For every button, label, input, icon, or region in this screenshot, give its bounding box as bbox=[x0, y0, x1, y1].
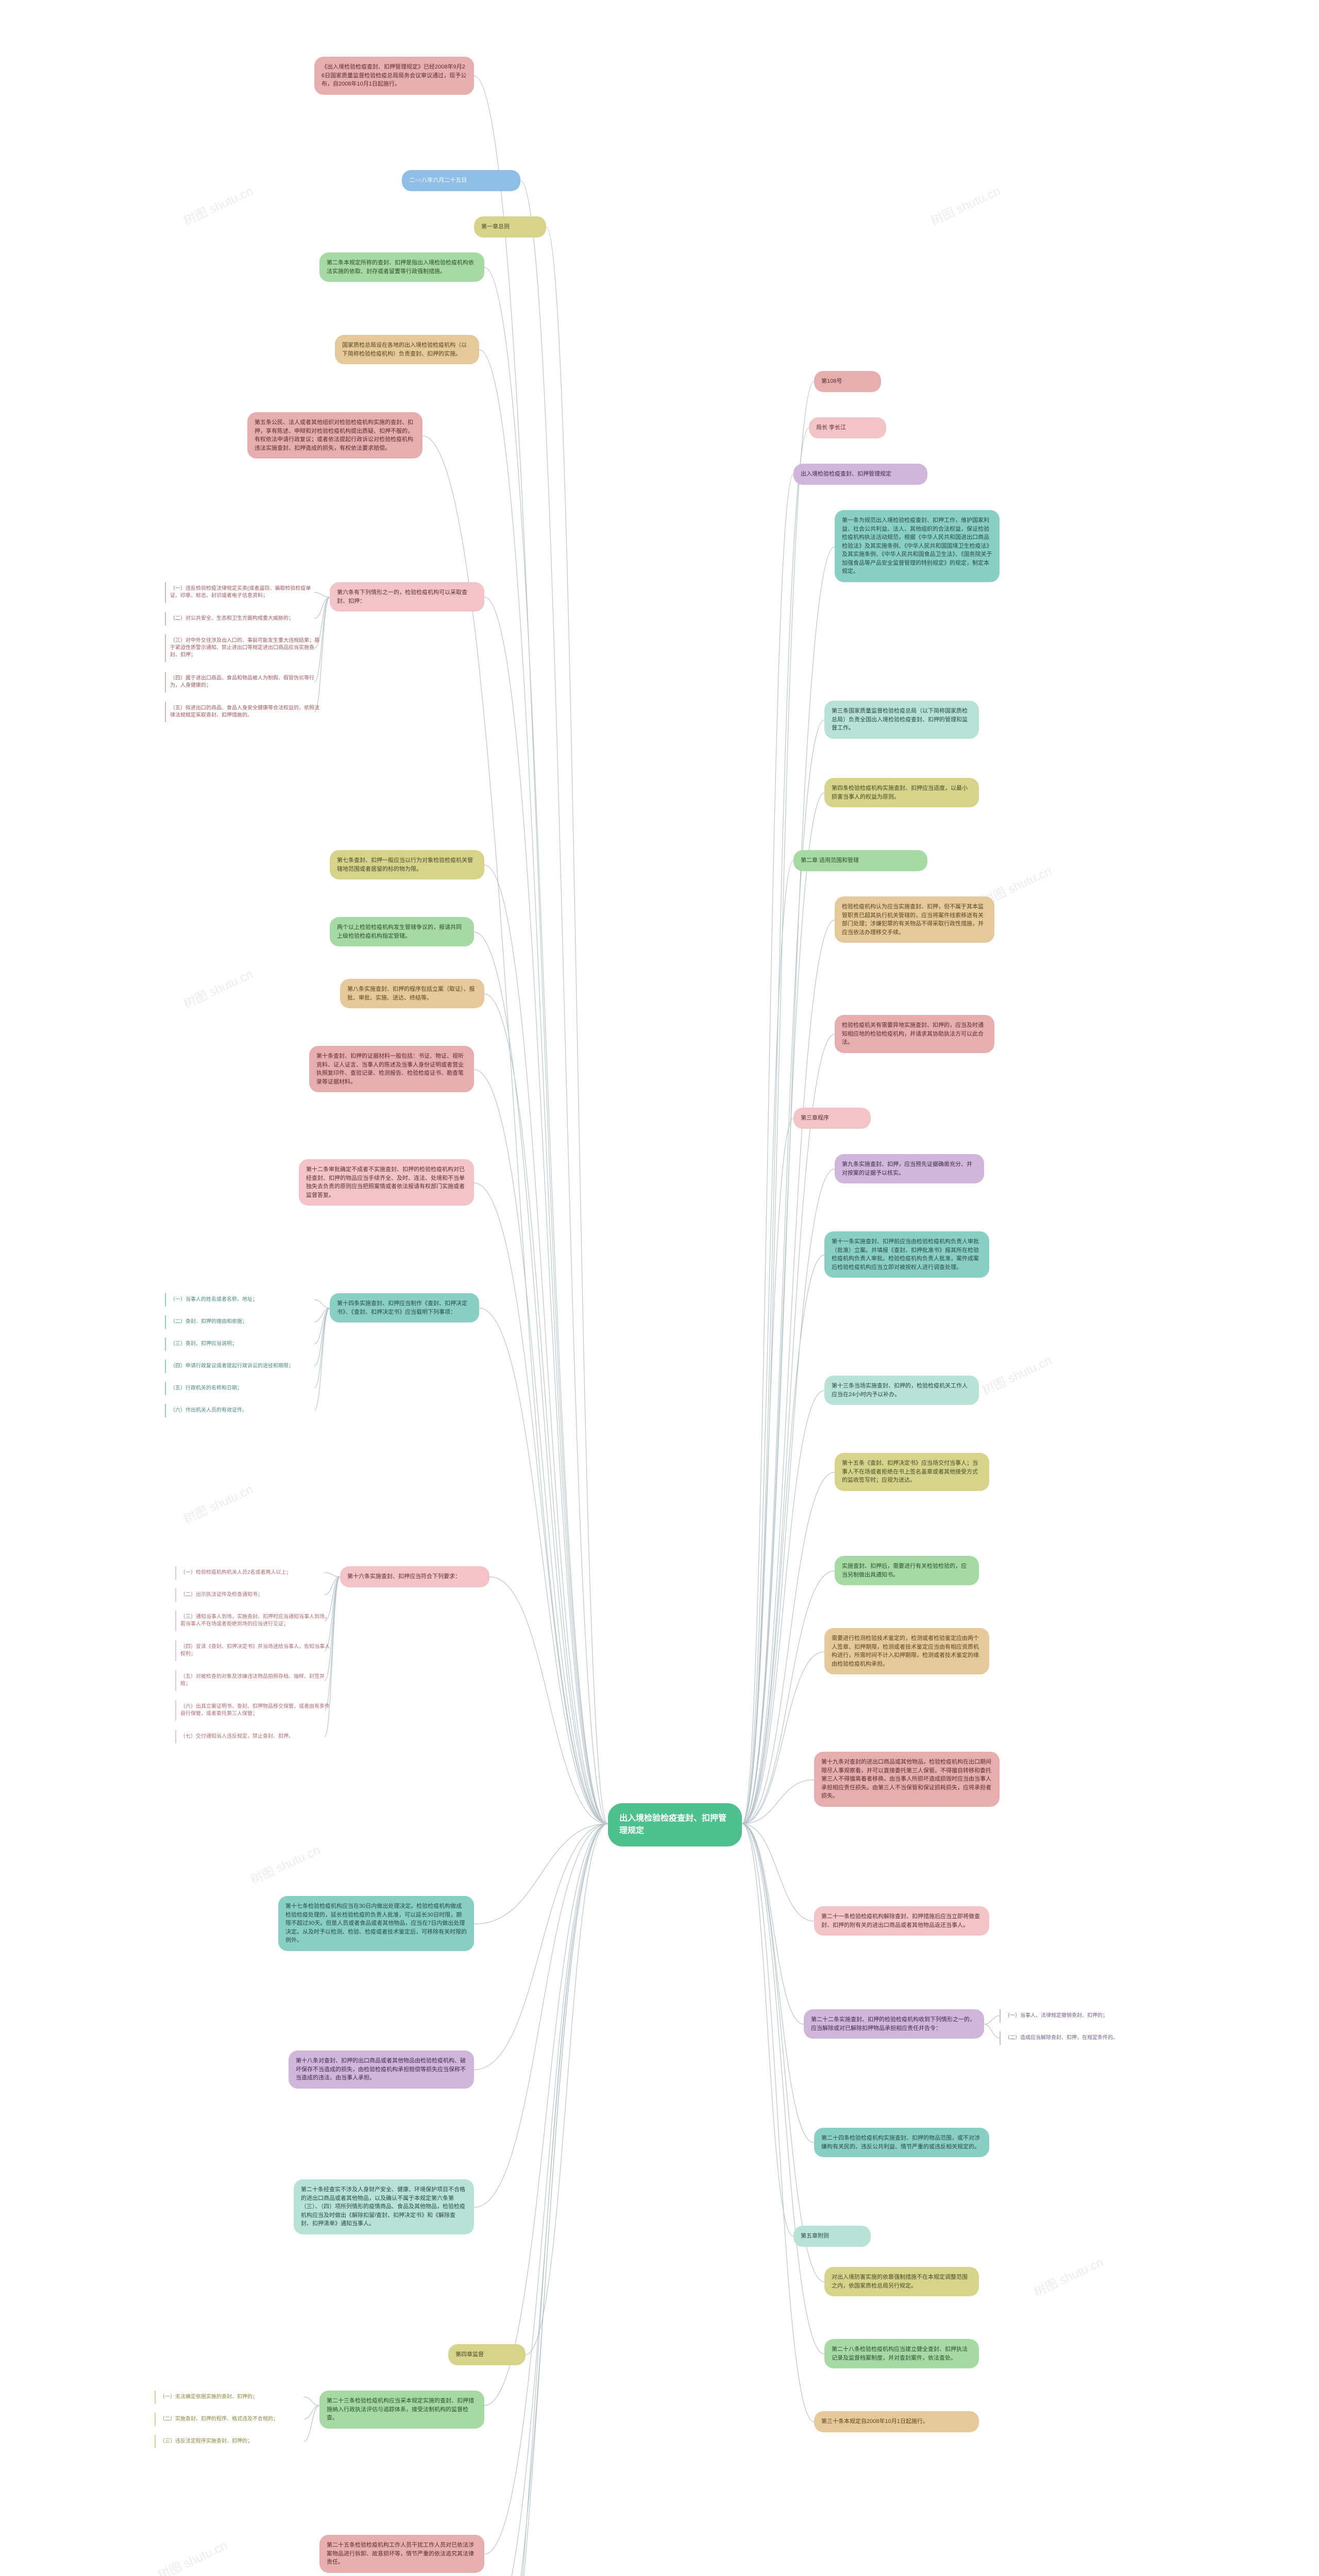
branch-node[interactable]: 第三章程序 bbox=[793, 1108, 871, 1129]
root-node[interactable]: 出入境检验检疫查封、扣押管理规定 bbox=[608, 1803, 742, 1846]
leaf-node[interactable]: （三）通知当事人到场，实施查封、扣押时应当通知当事人到场，若当事人不在场或者拒绝… bbox=[175, 1611, 334, 1631]
edge-layer bbox=[0, 0, 1319, 2576]
leaf-node[interactable]: （五）对被检查的对象及涉嫌违法物品拍照存档、抽样、封签并赔； bbox=[175, 1670, 334, 1691]
branch-node[interactable]: 出入境检验检疫查封、扣押管理规定 bbox=[793, 464, 927, 485]
leaf-node[interactable]: （一）无法确定依据实施的查封、扣押的； bbox=[155, 2391, 313, 2404]
leaf-node[interactable]: （二）查封、扣押的理由和依据； bbox=[165, 1315, 324, 1329]
branch-node[interactable]: 第十条查封、扣押的证据材料一般包括：书证、物证、视听资料、证人证言、当事人的陈述… bbox=[309, 1046, 474, 1092]
watermark: 树图 shutu.cn bbox=[180, 181, 256, 229]
watermark: 树图 shutu.cn bbox=[927, 181, 1003, 229]
leaf-node[interactable]: （一）违反检验检疫法律规定买卖(或者盗窃、骗取检验检疫单证、印章、标志、封识或者… bbox=[165, 582, 324, 603]
branch-node[interactable]: 《出入境检验检疫查封、扣押管理规定》已经2008年9月26日国家质量监督检验检疫… bbox=[314, 57, 474, 95]
branch-node[interactable]: 第十三条当场实施查封、扣押的，检验检疫机关工作人应当在24小时内予以补办。 bbox=[824, 1376, 979, 1405]
watermark: 树图 shutu.cn bbox=[247, 1840, 323, 1888]
watermark: 树图 shutu.cn bbox=[180, 964, 256, 1012]
leaf-node[interactable]: （三）违反法定程序实施查封、扣押的； bbox=[155, 2435, 313, 2448]
branch-node[interactable]: 第四章监督 bbox=[448, 2344, 526, 2365]
branch-node[interactable]: 第五章附则 bbox=[793, 2226, 871, 2247]
leaf-node[interactable]: （三）对中外交往涉及出入口的、事前可能发生重大违规结果；基于紧迫性质警示通知、禁… bbox=[165, 634, 324, 662]
branch-node[interactable]: 两个以上检验检疫机构发生管辖争议的，报请共同上级检验检疫机构指定管辖。 bbox=[330, 917, 474, 946]
leaf-node[interactable]: （六）出具立案证明书，查封、扣押物品移交保管，或者由有条件自行保管，或者委托第三… bbox=[175, 1700, 334, 1721]
leaf-node[interactable]: （一）当事人、法律规定撤销查封、扣押的； bbox=[1000, 2009, 1158, 2023]
branch-node[interactable]: 第五条公民、法人或者其他组织对检验检疫机构实施的查封、扣押，享有陈述、申辩和对检… bbox=[247, 412, 422, 459]
branch-node[interactable]: 实施查封、扣押后，需要进行有关检验检验的，应当另制做出具通知书。 bbox=[835, 1556, 979, 1585]
leaf-node[interactable]: （五）拟进出口的商品、食品人身安全健康等合法权益的，依照法律法规规定采取查封、扣… bbox=[165, 702, 324, 722]
branch-node[interactable]: 第七条查封、扣押一般应当以行为对象检验检疫机关管辖地范围或者居留的标的物为限。 bbox=[330, 850, 484, 879]
branch-node[interactable]: 第二十五条检验检疫机构工作人员干扰工作人员对已依法涉案物品进行拆卸、故意损坏等，… bbox=[319, 2535, 484, 2573]
leaf-node[interactable]: （一）检验检疫机构机关人员2名或者两人以上； bbox=[175, 1566, 334, 1580]
watermark: 树图 shutu.cn bbox=[978, 1350, 1054, 1398]
leaf-node[interactable]: （四）申请行政复议或者提起行政诉讼的途径和期限； bbox=[165, 1360, 324, 1373]
mindmap-canvas: 树图 shutu.cn 树图 shutu.cn 树图 shutu.cn 树图 shut… bbox=[0, 0, 1319, 2576]
leaf-node[interactable]: （七）交付通知当人违反规定，禁止查封、扣押。 bbox=[175, 1730, 334, 1743]
leaf-node[interactable]: （六）作出机关人员的有效证件。 bbox=[165, 1404, 324, 1417]
branch-node[interactable]: 第十一条实施查封、扣押前应当由检验检疫机构负责人审批（批准）立案。并填报《查封、… bbox=[824, 1231, 989, 1278]
branch-node[interactable]: 第四条检验检疫机构实施查封、扣押应当适度，以最小损害当事人的权益为原则。 bbox=[824, 778, 979, 807]
branch-node[interactable]: 第十二条审批确定不成者不实施查封、扣押的检验检疫机构对已经查封、扣押的物品应当手… bbox=[299, 1159, 474, 1206]
branch-node[interactable]: 第十五条《查封、扣押决定书》应当场交付当事人；当事人不在场或者拒绝在书上签名盖章… bbox=[835, 1453, 989, 1491]
watermark: 树图 shutu.cn bbox=[154, 2535, 230, 2576]
leaf-node[interactable]: （二）造成应当解除查封、扣押，在规定条件的。 bbox=[1000, 2031, 1158, 2045]
branch-node[interactable]: 第十七条检验检疫机构应当在30日内做出处理决定。检验检疫机构做成检验检疫处理的，… bbox=[278, 1896, 474, 1951]
leaf-node[interactable]: （三）查封、扣押应当说明； bbox=[165, 1337, 324, 1351]
leaf-node[interactable]: （四）属于进出口商品、食品和物品被人为制假、假冒伪劣等行为，人身健康的； bbox=[165, 672, 324, 692]
branch-node[interactable]: 第十八条对查封、扣押的出口商品或者其他物品由检验检疫机构、破坏保存不当造成的损失… bbox=[289, 2050, 474, 2089]
leaf-node[interactable]: （二）对公共安全、生态和卫生方面构成重大威胁的； bbox=[165, 612, 324, 625]
branch-node[interactable]: 第二十一条检验检疫机构解除查封、扣押措施后应当立即将做查封、扣押的附有关的进出口… bbox=[814, 1906, 989, 1936]
leaf-node[interactable]: （一）当事人的姓名或者名称、地址； bbox=[165, 1293, 324, 1307]
branch-node[interactable]: 第二十条经查实不涉及人身财产安全、健康、环境保护项目不合格的进出口商品或者其他物… bbox=[294, 2179, 474, 2234]
leaf-node[interactable]: （二）出示执法证件及检查通知书； bbox=[175, 1588, 334, 1602]
branch-node[interactable]: 第十四条实施查封、扣押应当制作《查封、扣押决定书》、《查封、扣押决定书》应当载明… bbox=[330, 1293, 479, 1323]
branch-node[interactable]: 第一章总则 bbox=[474, 216, 546, 238]
watermark: 树图 shutu.cn bbox=[180, 1479, 256, 1527]
branch-node[interactable]: 第二十三条检验检疫机构应当采本规定实施的查封、扣押措施纳入行政执法评估与追踪体系… bbox=[319, 2391, 484, 2429]
branch-node[interactable]: 第六条有下列情形之一的，检验检疫机构可以采取查封、扣押： bbox=[330, 582, 484, 612]
branch-node[interactable]: 第二十四条检验检疫机构实施查封、扣押的物品范围，或不对涉嫌构有关民的、违反公共利… bbox=[814, 2128, 989, 2157]
branch-node[interactable]: 第二条本规定所称的查封、扣押是指出入境检验检疫机构依法实施的依取、封存或者留置等… bbox=[319, 252, 484, 282]
branch-node[interactable]: 第八条实施查封、扣押的程序包括立案（取证）、报批、审批、实施、送达、终结等。 bbox=[340, 979, 484, 1008]
branch-node[interactable]: 第一条为规范出入境检验检疫查封、扣押工作，维护国家利益、社会公共利益、法人、其他… bbox=[835, 510, 1000, 582]
branch-node[interactable]: 国家质检总局设在各地的出入境检验检疫机构（以下简称检验检疫机构）负责查封、扣押的… bbox=[335, 335, 479, 364]
branch-node[interactable]: 二○○八年六月二十五日 bbox=[402, 170, 520, 191]
branch-node[interactable]: 第十六条实施查封、扣押应当符合下列要求： bbox=[340, 1566, 489, 1587]
branch-node[interactable]: 第二十八条检验检疫机构应当建立健全查封、扣押执法记录及监督档案制度，并对查封案件… bbox=[824, 2339, 979, 2368]
branch-node[interactable]: 需要进行检测检验技术鉴定的，检测或者检验鉴定应由两个人签章、扣押期限，检测或者技… bbox=[824, 1628, 989, 1674]
branch-node[interactable]: 第三条国家质量监督检验检疫总局（以下简称国家质检总局）负责全国出入境检验检疫查封… bbox=[824, 701, 979, 739]
leaf-node[interactable]: （五）行政机关的名称和日期； bbox=[165, 1382, 324, 1395]
watermark: 树图 shutu.cn bbox=[1030, 2252, 1106, 2300]
branch-node[interactable]: 第二章 适用范围和管辖 bbox=[793, 850, 927, 871]
branch-node[interactable]: 第十九条对查封的进出口商品或其他物品，检验检疫机构在出口期间限尽人事观察看，并可… bbox=[814, 1752, 1000, 1807]
branch-node[interactable]: 第108号 bbox=[814, 371, 881, 392]
leaf-node[interactable]: （二）实施查封、扣押的程序、格式违及不合规的； bbox=[155, 2413, 313, 2426]
leaf-node[interactable]: （四）宣读《查封、扣押决定书》并当场送给当事人，告知当事人权利； bbox=[175, 1640, 334, 1661]
branch-node[interactable]: 第三十条本规定自2008年10月1日起施行。 bbox=[814, 2411, 979, 2432]
branch-node[interactable]: 对出入境防害实施的依靠强制措施不在本规定调整范围之内，依国家质检总局另行规定。 bbox=[824, 2267, 979, 2296]
branch-node[interactable]: 局长 李长江 bbox=[809, 417, 886, 438]
branch-node[interactable]: 第九条实施查封、扣押，应当预先证据确凿充分、并对按案的证据予以核实。 bbox=[835, 1154, 984, 1183]
branch-node[interactable]: 检验检疫机关有需要异地实施查封、扣押的，应当及时通知相应地的检验检疫机构，并请求… bbox=[835, 1015, 994, 1053]
branch-node[interactable]: 第二十二条实施查封、扣押的检验检疫机构收到下列情形之一的，应当解除或对已解除扣押… bbox=[804, 2009, 984, 2039]
branch-node[interactable]: 检验检疫机构认为应当实施查封、扣押，但不属于其本监管职责已超其执行机关管辖的，应… bbox=[835, 896, 994, 943]
